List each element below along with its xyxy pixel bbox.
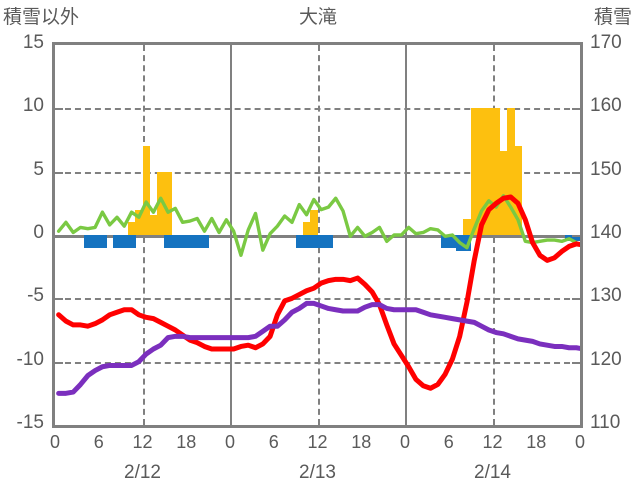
tickmark-l--5: [55, 298, 63, 301]
orange-bars-57: [470, 108, 479, 235]
blue-bars-54: [448, 235, 457, 248]
orange-bars-10: [127, 222, 136, 235]
x-tick-label-11: 18: [526, 432, 547, 452]
plot-inner: [55, 45, 580, 425]
orange-bars-34: [302, 222, 311, 235]
blue-bars-16: [171, 235, 180, 248]
x-tick-label-8: 0: [399, 432, 410, 452]
tickmark-r--10: [572, 361, 580, 364]
x-tick-label-1: 6: [93, 432, 104, 452]
lines-layer: [56, 194, 580, 396]
blue-bars-19: [193, 235, 202, 248]
blue-bars-4: [84, 235, 93, 248]
x-tick-label-5: 6: [268, 432, 279, 452]
blue-bars-71: [572, 235, 580, 242]
x-tick-label-10: 12: [482, 432, 503, 452]
blue-bars-34: [302, 235, 311, 248]
left-tick-label--10: -10: [16, 348, 44, 370]
day-label-2-14: 2/14: [474, 462, 511, 483]
blue-bars-35: [310, 235, 319, 248]
blue-bars-53: [441, 235, 450, 248]
green-line: [56, 194, 579, 257]
right-tick-label-170: 170: [590, 32, 622, 53]
left-tick-label-0: 0: [33, 222, 44, 243]
day-label-2-12: 2/12: [124, 462, 161, 483]
right-tick-label-120: 120: [590, 348, 622, 370]
orange-bars-58: [477, 108, 486, 235]
right-axis-title: 積雪: [593, 7, 632, 28]
blue-bars-8: [113, 235, 122, 248]
orange-bars-14: [157, 171, 165, 235]
orange-bars-35: [310, 209, 319, 235]
blue-bars-15: [164, 235, 173, 248]
left-axis-title: 積雪以外: [3, 7, 80, 28]
gridline-x-12h: [142, 45, 145, 425]
orange-bars-63: [514, 146, 523, 235]
plot-area: [52, 42, 583, 428]
tickmark-r-10: [572, 108, 580, 111]
x-tick-label-4: 0: [224, 432, 235, 452]
right-tick-label-150: 150: [590, 158, 622, 180]
tickmark-l-5: [55, 171, 63, 174]
blue-bars-37: [324, 235, 333, 248]
blue-bars-9: [120, 235, 129, 248]
orange-bars-12: [142, 146, 151, 235]
orange-bars-13: [149, 214, 158, 235]
x-tick-label-9: 6: [443, 432, 454, 452]
left-tick-label--5: -5: [27, 285, 44, 307]
left-tick-label-15: 15: [22, 32, 44, 53]
orange-bars-60: [492, 108, 501, 235]
blue-bars-17: [178, 235, 187, 248]
orange-bars-61: [499, 151, 508, 235]
right-tick-label-130: 130: [590, 285, 622, 307]
gridline-x-60h: [492, 45, 495, 425]
tickmark-r-5: [572, 171, 580, 174]
page-title: 大滝: [298, 7, 337, 28]
x-tick-label-0: 0: [49, 432, 60, 452]
orange-bars-59: [485, 108, 494, 235]
left-tick-label--15: -15: [16, 412, 44, 433]
blue-bars-20: [200, 235, 209, 248]
x-tick-label-12: 0: [574, 432, 585, 452]
tickmark-l-0: [55, 235, 63, 237]
right-tick-label-140: 140: [590, 222, 622, 243]
blue-bars-10: [127, 235, 136, 248]
purple-line: [56, 300, 580, 396]
x-tick-label-7: 18: [351, 432, 372, 452]
blue-bars-6: [98, 235, 107, 248]
x-tick-label-3: 18: [176, 432, 197, 452]
x-tick-label-2: 12: [132, 432, 153, 452]
tickmark-r--5: [572, 298, 580, 301]
tickmark-l--10: [55, 361, 63, 364]
blue-bars-5: [91, 235, 100, 248]
tickmark-r-0: [572, 235, 580, 237]
blue-bars-18: [186, 235, 195, 248]
red-line: [56, 194, 580, 391]
gridline-x-48h: [405, 45, 407, 425]
right-tick-label-160: 160: [590, 95, 622, 117]
orange-bars-11: [135, 209, 144, 235]
left-tick-label-10: 10: [22, 95, 44, 117]
blue-bars-36: [317, 235, 326, 248]
day-label-2-13: 2/13: [299, 462, 336, 483]
left-tick-label-5: 5: [33, 158, 44, 180]
orange-bars-15: [164, 171, 173, 235]
orange-bars-56: [463, 218, 472, 235]
right-tick-label-110: 110: [590, 412, 621, 433]
x-tick-label-6: 12: [307, 432, 328, 452]
blue-bars-33: [295, 235, 304, 248]
gridline-x-24h: [230, 45, 232, 425]
orange-bars-62: [507, 108, 515, 235]
tickmark-l-10: [55, 108, 63, 111]
